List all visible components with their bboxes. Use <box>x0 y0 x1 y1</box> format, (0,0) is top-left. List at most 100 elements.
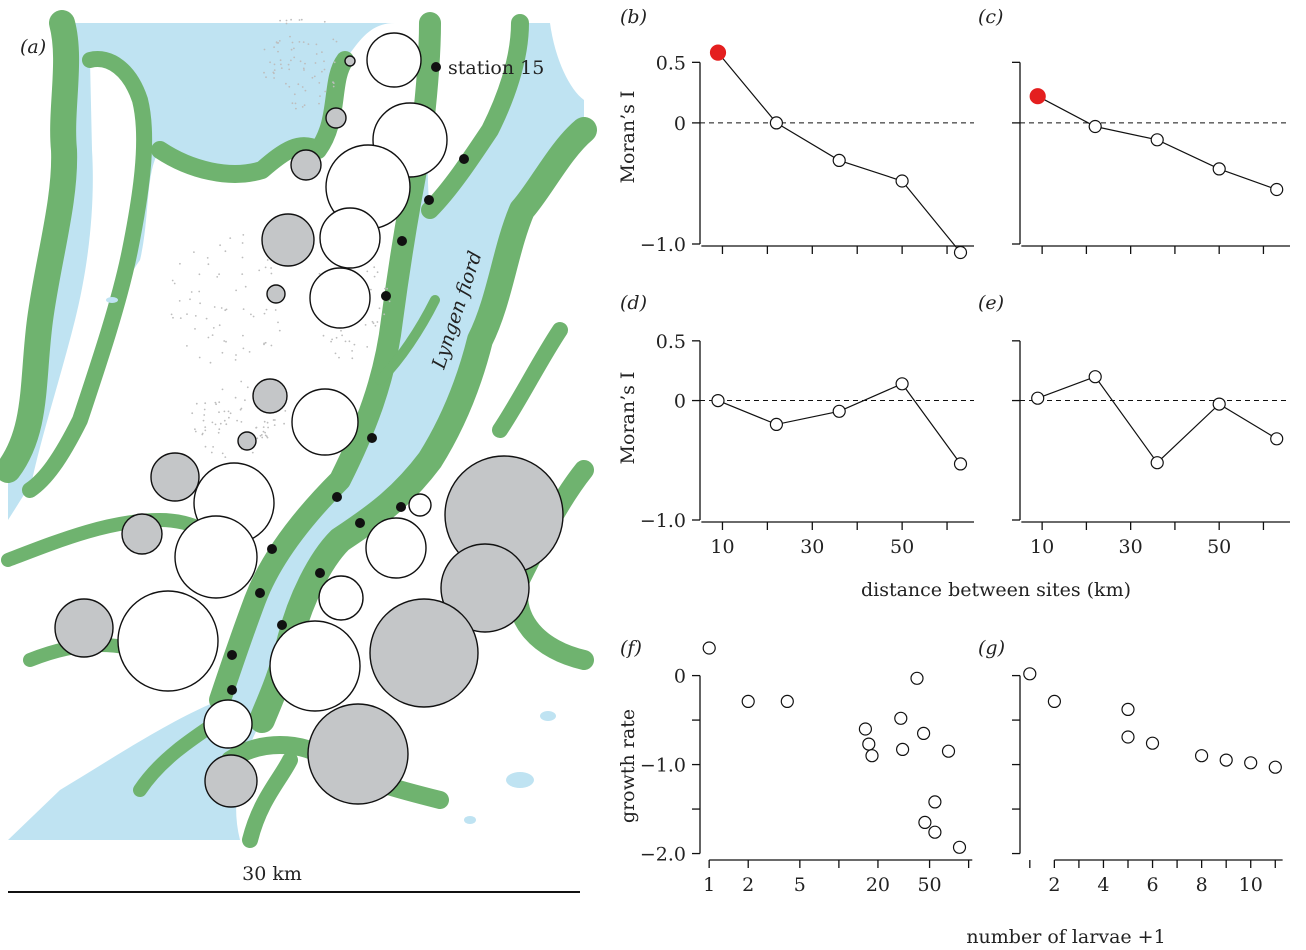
x-tick-label: 6 <box>1146 874 1158 896</box>
x-tick-label: 30 <box>800 536 824 558</box>
site-circle <box>290 149 322 181</box>
texture-dot <box>293 93 296 96</box>
x-tick-label: 30 <box>1119 536 1143 558</box>
ylabel-growth-rate: growth rate <box>617 709 639 823</box>
site-circle <box>309 267 371 329</box>
texture-dot <box>204 445 207 448</box>
texture-dot <box>283 422 285 425</box>
data-point <box>916 726 931 741</box>
x-tick-label: 10 <box>1030 536 1054 558</box>
data-point <box>862 737 876 751</box>
texture-dot <box>198 356 201 359</box>
texture-dot <box>204 429 207 432</box>
texture-dot <box>332 85 335 88</box>
texture-dot <box>366 270 369 273</box>
texture-dot <box>322 334 325 337</box>
y-tick-label: 0.5 <box>656 52 686 74</box>
texture-dot <box>384 287 386 290</box>
texture-dot <box>280 63 282 66</box>
panel-label-b: (b) <box>620 6 647 28</box>
site-circle <box>117 590 219 692</box>
x-tick-label: 10 <box>710 536 734 558</box>
texture-dot <box>260 434 263 436</box>
series-line <box>717 383 961 465</box>
texture-dot <box>194 428 196 431</box>
texture-dot <box>299 60 302 63</box>
data-point <box>1145 736 1160 750</box>
data-point <box>1029 88 1046 105</box>
texture-dot <box>298 19 301 21</box>
y-tick-label: 0 <box>674 391 686 413</box>
texture-dot <box>277 321 279 324</box>
data-point <box>895 377 909 391</box>
texture-dot <box>273 72 275 75</box>
series-line <box>1037 375 1278 464</box>
panel-label-f: (f) <box>620 637 642 659</box>
site-circle <box>325 107 347 129</box>
site-circle <box>121 513 163 555</box>
texture-dot <box>229 412 232 415</box>
map-panel-label: (a) <box>20 36 46 58</box>
station-dot <box>397 236 407 246</box>
texture-dot <box>335 40 338 43</box>
texture-dot <box>251 451 254 454</box>
data-point <box>709 44 727 61</box>
texture-dot <box>215 403 218 406</box>
data-point <box>1270 182 1284 197</box>
map-panel: (a) station 15 Lyngen fiord 30 km <box>0 10 597 893</box>
texture-dot <box>194 430 197 433</box>
texture-dot <box>266 259 269 261</box>
data-point <box>1088 119 1102 134</box>
data-point <box>1268 760 1282 774</box>
station-dot <box>367 433 377 443</box>
texture-dot <box>378 307 381 310</box>
texture-dot <box>214 423 217 426</box>
texture-dot <box>388 300 391 303</box>
texture-dot <box>274 309 277 311</box>
site-circle <box>366 32 422 88</box>
charts: 0.50−1.0(b) (c)0.50−1.010 30 50(d)10 30 50(e)… <box>620 6 1290 896</box>
ylabel-morans-i-bottom: Moran’s I <box>617 372 639 465</box>
texture-dot <box>207 336 210 339</box>
texture-dot <box>285 82 287 85</box>
y-tick-label: −1.0 <box>640 755 686 777</box>
station-dot <box>315 568 325 578</box>
texture-dot <box>229 237 232 240</box>
texture-dot <box>290 59 292 62</box>
texture-dot <box>332 38 335 41</box>
texture-dot <box>264 431 266 434</box>
texture-dot <box>273 424 276 426</box>
site-circle <box>266 284 286 304</box>
site-circle <box>261 213 315 267</box>
site-circle <box>307 703 409 805</box>
texture-dot <box>332 82 335 84</box>
texture-dot <box>195 402 198 405</box>
data-point <box>928 825 942 839</box>
texture-dot <box>193 251 195 254</box>
x-tick-label: 5 <box>794 874 806 896</box>
texture-dot <box>353 343 356 346</box>
x-tick-label: 50 <box>1207 536 1231 558</box>
texture-dot <box>206 257 209 259</box>
data-point <box>1047 694 1062 709</box>
texture-dot <box>302 67 305 70</box>
site-circle <box>319 207 381 269</box>
data-point <box>918 815 932 830</box>
texture-dot <box>255 426 258 429</box>
texture-dot <box>171 279 174 282</box>
texture-dot <box>224 309 227 312</box>
texture-dot <box>294 102 297 105</box>
texture-dot <box>219 244 222 247</box>
map-vegetation <box>0 10 597 848</box>
panel-label-e: (e) <box>978 292 1004 314</box>
texture-dot <box>204 402 207 405</box>
x-tick-label: 20 <box>866 874 890 896</box>
texture-dot <box>315 43 318 46</box>
texture-dot <box>244 285 247 288</box>
site-circle <box>203 699 253 749</box>
texture-dot <box>340 329 342 332</box>
texture-dot <box>223 410 226 413</box>
texture-dot <box>265 435 268 438</box>
ylabel-morans-i-top: Moran’s I <box>617 91 639 184</box>
x-tick-label: 50 <box>917 874 941 896</box>
